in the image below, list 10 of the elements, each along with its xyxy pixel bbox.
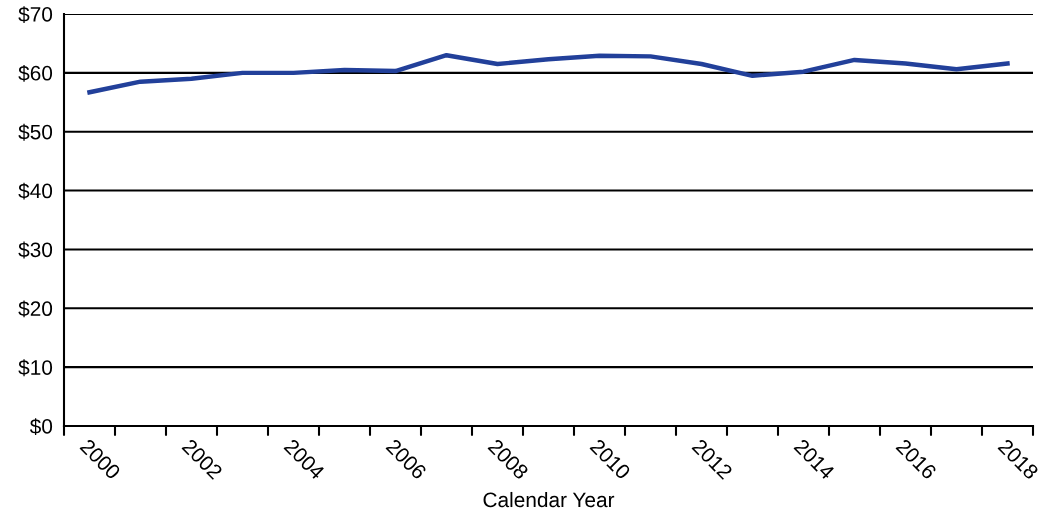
y-tick-label: $50: [18, 123, 53, 141]
y-tick-label: $60: [18, 64, 53, 82]
y-tick-label: $40: [18, 182, 53, 200]
y-tick-label: $70: [18, 6, 53, 23]
x-axis-title: Calendar Year: [483, 491, 615, 508]
y-tick-label: $30: [18, 241, 53, 259]
y-tick-label: $0: [29, 418, 53, 435]
line-series: [87, 52, 1010, 95]
y-tick-label: $10: [18, 359, 53, 377]
y-tick-label: $20: [18, 300, 53, 318]
